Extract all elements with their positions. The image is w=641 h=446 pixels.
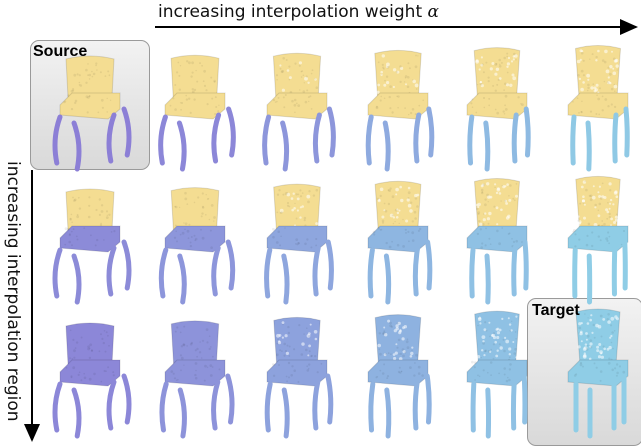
source-label: Source bbox=[33, 43, 88, 60]
chair-r2-c5 bbox=[567, 308, 629, 439]
chair-leg bbox=[281, 387, 290, 439]
chair-leg bbox=[177, 387, 187, 439]
chair-r1-c5 bbox=[567, 175, 629, 305]
chair-leg bbox=[483, 120, 491, 172]
chair-leg bbox=[71, 387, 82, 439]
chair-leg bbox=[623, 106, 630, 158]
chair-r2-c3 bbox=[367, 314, 432, 439]
chair-leg bbox=[225, 239, 236, 291]
chair-leg bbox=[211, 379, 221, 431]
chair-r0-c3 bbox=[365, 49, 435, 172]
chair-leg bbox=[159, 381, 169, 433]
chair-leg bbox=[106, 245, 117, 297]
chair-leg bbox=[425, 239, 433, 291]
chair-leg bbox=[211, 112, 222, 164]
chair-leg bbox=[52, 247, 63, 299]
chair-leg bbox=[586, 253, 593, 305]
chair-leg bbox=[262, 114, 272, 166]
chair-leg bbox=[225, 373, 235, 425]
chair-leg bbox=[312, 245, 321, 297]
chair-r1-c4 bbox=[466, 178, 529, 305]
chair-leg bbox=[485, 387, 492, 439]
chair-leg bbox=[383, 253, 392, 305]
chair-leg bbox=[325, 373, 334, 425]
chair-leg bbox=[211, 245, 221, 297]
chair-leg bbox=[177, 253, 187, 305]
chair-r1-c1 bbox=[158, 187, 236, 305]
chair-leg bbox=[382, 120, 391, 172]
chair-r1-c2 bbox=[264, 183, 334, 305]
chair-leg bbox=[522, 239, 529, 291]
chair-leg bbox=[280, 120, 290, 172]
chair-leg bbox=[312, 379, 321, 431]
chair-leg bbox=[612, 112, 619, 164]
chair-leg bbox=[176, 120, 187, 172]
chair-leg bbox=[611, 245, 618, 297]
chair-leg bbox=[622, 239, 628, 291]
chair-leg bbox=[367, 247, 375, 299]
chair-leg bbox=[511, 112, 519, 164]
chair-leg bbox=[523, 106, 531, 158]
chair-leg bbox=[281, 253, 290, 305]
chair-leg bbox=[484, 253, 491, 305]
chair-leg bbox=[52, 114, 63, 166]
chair-r2-c2 bbox=[264, 316, 334, 439]
chair-leg bbox=[585, 120, 592, 172]
chair-leg bbox=[158, 114, 168, 166]
chair-leg bbox=[467, 114, 475, 166]
chair-leg bbox=[326, 106, 336, 158]
chair-leg bbox=[426, 106, 435, 158]
chair-leg bbox=[384, 387, 392, 439]
chair-leg bbox=[71, 120, 82, 172]
chair-leg bbox=[424, 373, 432, 425]
top-axis-label: increasing interpolation weight α bbox=[158, 2, 440, 22]
chair-leg bbox=[312, 112, 322, 164]
chair-leg bbox=[264, 381, 273, 433]
chair-r0-c4 bbox=[466, 47, 531, 172]
chair-r2-c1 bbox=[159, 320, 235, 439]
chair-leg bbox=[226, 106, 236, 158]
chair-leg bbox=[413, 112, 422, 164]
chair-leg bbox=[570, 114, 577, 166]
chair-leg bbox=[365, 114, 374, 166]
alpha-symbol: α bbox=[427, 2, 440, 22]
chair-leg bbox=[71, 253, 82, 305]
chair-leg bbox=[106, 379, 117, 431]
chair-r0-c0 bbox=[52, 55, 132, 172]
chair-leg bbox=[106, 112, 117, 164]
chair-leg bbox=[470, 381, 477, 433]
target-label: Target bbox=[532, 302, 580, 319]
chair-leg bbox=[325, 239, 334, 291]
chair-leg bbox=[121, 373, 132, 425]
chair-r1-c3 bbox=[367, 180, 433, 305]
chair-leg bbox=[264, 247, 273, 299]
chair-leg bbox=[52, 381, 63, 433]
chair-r2-c0 bbox=[52, 322, 132, 439]
chair-leg bbox=[469, 247, 476, 299]
chair-r0-c2 bbox=[262, 52, 336, 172]
chair-leg bbox=[412, 245, 421, 297]
chair-leg bbox=[412, 379, 420, 431]
chair-leg bbox=[158, 247, 169, 299]
chair-leg bbox=[121, 239, 132, 291]
chair-leg bbox=[121, 106, 132, 158]
chair-r2-c4 bbox=[466, 310, 528, 439]
chair-r0-c1 bbox=[158, 54, 236, 172]
chair-leg bbox=[511, 245, 518, 297]
chair-leg bbox=[572, 247, 578, 299]
chair-leg bbox=[521, 373, 528, 425]
chair-r0-c5 bbox=[567, 45, 630, 172]
chair-r1-c0 bbox=[52, 188, 132, 305]
chair-leg bbox=[510, 379, 517, 431]
chair-leg bbox=[368, 381, 376, 433]
